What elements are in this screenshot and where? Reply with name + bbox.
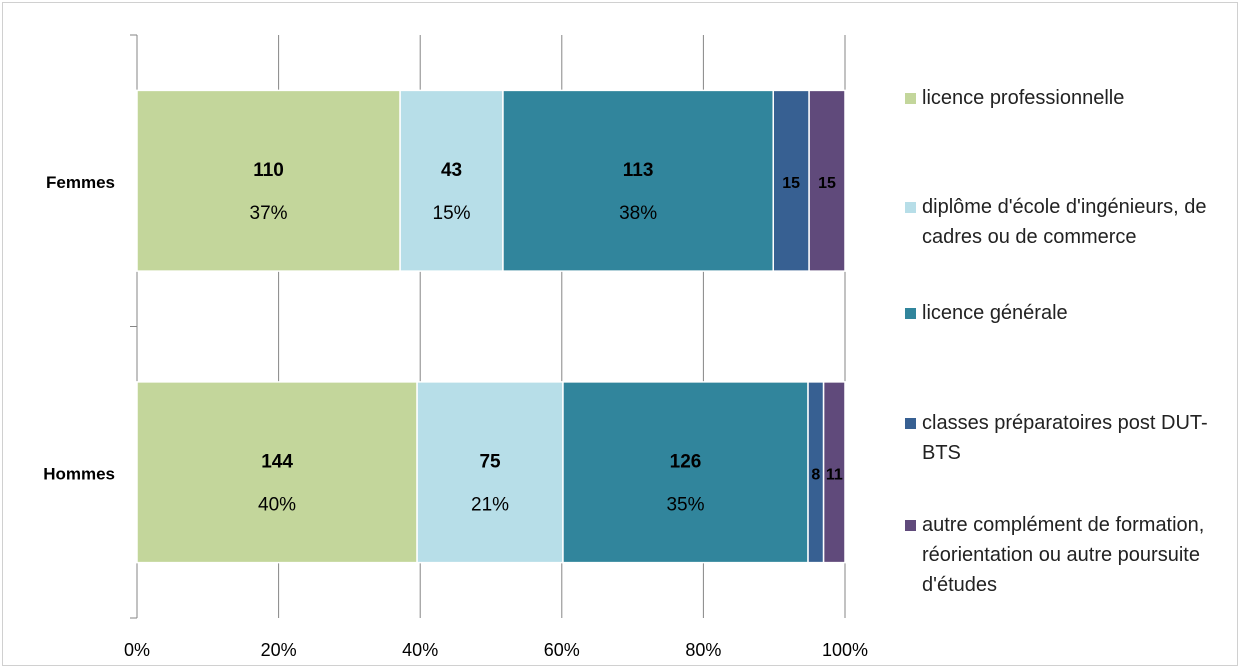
value-label: 43 — [441, 160, 462, 181]
bar-segment — [136, 89, 401, 272]
legend-label: licence professionnelle — [922, 87, 1125, 109]
x-tick-label: 0% — [124, 640, 150, 660]
value-label: 15 — [782, 175, 800, 192]
legend-item: licence générale — [905, 298, 1235, 328]
bar-segment — [416, 381, 564, 564]
value-label: 113 — [623, 160, 654, 181]
x-tick-label: 60% — [544, 640, 580, 660]
value-label: 15 — [818, 175, 836, 192]
legend-label: autre complément de formation, réorienta… — [922, 514, 1205, 596]
legend-item: autre complément de formation, réorienta… — [905, 510, 1235, 600]
legend-label: diplôme d'école d'ingénieurs, de cadres … — [922, 196, 1207, 248]
x-tick-label: 80% — [685, 640, 721, 660]
bar-segment — [399, 89, 504, 272]
legend-swatch — [905, 418, 916, 429]
percent-label: 15% — [433, 203, 471, 224]
legend-swatch — [905, 93, 916, 104]
legend-swatch — [905, 520, 916, 531]
value-label: 75 — [479, 451, 501, 472]
percent-label: 21% — [471, 494, 509, 515]
bar-segment — [562, 381, 809, 564]
value-label: 8 — [811, 466, 820, 483]
bar-segment — [808, 89, 846, 272]
bar-segment — [822, 381, 846, 564]
x-tick-label: 40% — [402, 640, 438, 660]
legend-swatch — [905, 308, 916, 319]
value-label: 110 — [253, 160, 284, 181]
value-label: 126 — [670, 451, 702, 472]
percent-label: 40% — [258, 494, 296, 515]
legend-label: licence générale — [922, 302, 1068, 324]
value-label: 144 — [261, 451, 293, 472]
category-label: Femmes — [46, 173, 115, 192]
percent-label: 38% — [619, 203, 657, 224]
category-label: Hommes — [43, 465, 115, 484]
legend-item: diplôme d'école d'ingénieurs, de cadres … — [905, 192, 1235, 252]
legend-item: licence professionnelle — [905, 83, 1235, 113]
legend-swatch — [905, 202, 916, 213]
value-label: 11 — [826, 466, 843, 483]
percent-label: 37% — [250, 203, 288, 224]
legend-label: classes préparatoires post DUT-BTS — [922, 412, 1208, 464]
bar-segment — [502, 89, 774, 272]
x-tick-label: 100% — [822, 640, 868, 660]
x-tick-label: 20% — [261, 640, 297, 660]
legend-item: classes préparatoires post DUT-BTS — [905, 408, 1235, 468]
percent-label: 35% — [666, 494, 704, 515]
bar-segment — [136, 381, 418, 564]
